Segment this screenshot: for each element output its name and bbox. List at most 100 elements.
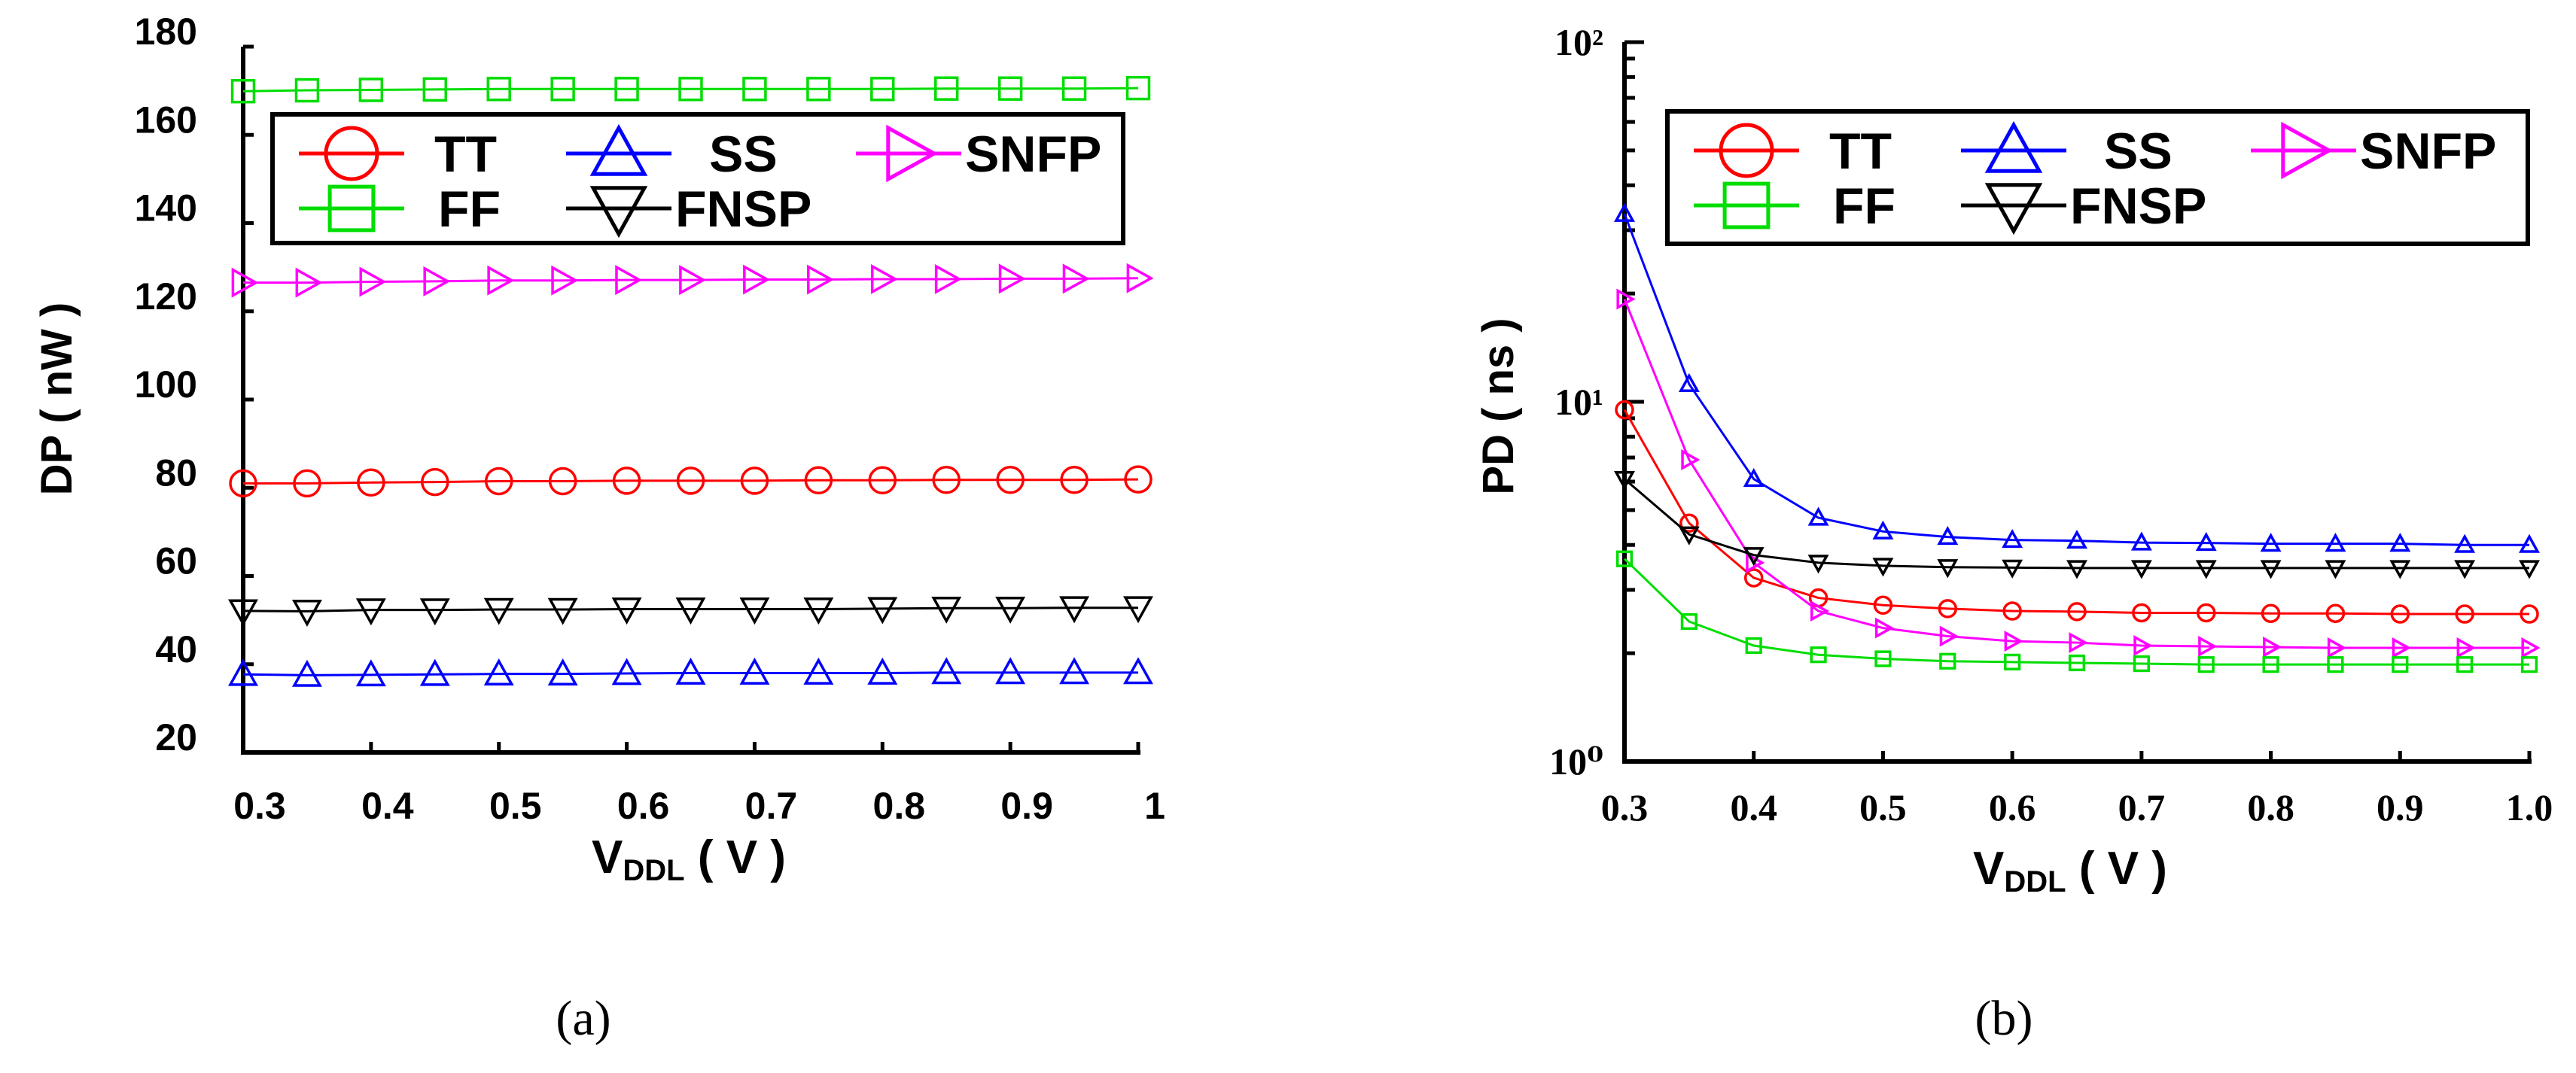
data-point-fnsp [739,597,770,625]
data-point-ff [614,77,639,102]
series-ss [1614,202,2540,553]
data-point-ss [739,657,770,685]
legend-label: SS [709,126,778,183]
data-point-tt [676,467,705,495]
data-point-ss [1678,372,1700,393]
data-point-snfp [679,265,707,296]
data-point-tt [1615,400,1634,420]
series-snfp [1616,288,2541,658]
legend-item-ss: SS [566,123,778,183]
data-point-snfp [423,266,451,296]
data-point-ss [931,657,962,685]
legend-marker [589,186,648,239]
data-point-tt [2390,604,2410,624]
data-point-fnsp [291,600,322,628]
x-tick-label: 0.6 [617,785,670,827]
data-point-tt [484,467,513,496]
data-point-fnsp [2260,560,2282,579]
data-point-snfp [231,267,259,298]
data-point-tt [804,466,833,495]
data-point-fnsp [931,596,962,624]
data-point-tt [2261,603,2281,623]
data-point-ff [742,77,767,102]
data-point-snfp [807,264,834,295]
chart-a: 0.3 0.4 0.5 0.6 0.7 0.8 0.9 1204060801001201401… [32,11,1165,1046]
data-point-tt [2002,601,2022,621]
x-tick-label: 0.3 [1601,786,1649,828]
data-point-fnsp [2130,560,2152,579]
x-tick-label: 0.3 [233,785,286,827]
x-axis-label-main: V [592,831,623,883]
data-point-ff [358,78,384,102]
data-point-ss [2130,531,2152,551]
data-point-snfp [1939,625,1959,647]
x-axis-label-unit: ( V ) [2066,843,2167,895]
series-tt [1615,400,2539,624]
y-tick-label: 160 [135,99,197,141]
data-point-fnsp [2325,560,2346,579]
data-point-snfp [1746,552,1765,573]
data-point-snfp [2133,635,2153,656]
data-point-snfp [1126,263,1154,293]
data-point-ff [806,77,831,102]
data-point-snfp [295,267,323,298]
data-point-ff [2327,656,2344,673]
data-point-ff [2456,656,2474,673]
data-point-snfp [487,265,515,296]
legend-marker [2281,121,2334,180]
x-tick-label: 0.5 [1859,786,1907,828]
y-tick-label: 60 [155,540,197,582]
data-point-tt [2067,602,2087,622]
data-point-fnsp [1123,596,1153,624]
data-point-ff [2520,656,2538,673]
y-tick-label: 40 [155,628,197,670]
data-point-ss [611,658,642,685]
y-tick-label: 100 [135,363,197,406]
data-point-snfp [743,264,771,295]
series-line-tt [1623,409,2529,616]
series-ff [1615,550,2538,673]
data-point-fnsp [995,596,1026,624]
data-point-ss [291,659,322,687]
data-point-ff [870,77,895,102]
data-point-ff [422,77,447,102]
data-point-ss [2002,528,2023,549]
x-tick-label: 1 [1144,785,1165,827]
data-point-ff [1874,650,1892,667]
series-fnsp [228,596,1153,628]
legend-marker [886,124,939,183]
data-point-snfp [2198,635,2218,657]
legend-label: FF [1833,178,1895,235]
series-line-fnsp [242,606,1138,612]
data-point-ss [355,659,386,687]
x-tick-label: 0.9 [2377,786,2424,828]
series-line-tt [243,478,1139,485]
data-point-ff [1939,652,1956,670]
data-point-tt [229,469,257,498]
data-point-tt [996,465,1025,494]
x-tick-label: 0.9 [1000,785,1053,827]
data-point-tt [2455,604,2474,624]
data-point-snfp [2392,637,2411,658]
series-line-ss [242,671,1138,676]
data-point-tt [932,465,961,494]
legend-item-ss: SS [1961,120,2173,180]
data-point-snfp [1062,263,1090,294]
x-tick-label: 0.4 [361,785,414,827]
data-point-ss [803,657,834,685]
x-tick-label: 0.7 [2118,786,2166,828]
y-tick-label: 10² [1554,21,1603,63]
data-point-snfp [359,266,387,297]
data-point-snfp [551,265,579,296]
data-point-ss [2389,533,2411,552]
data-point-ss [995,657,1026,685]
legend-item-snfp: SNFP [2251,121,2496,180]
data-point-ss [419,658,450,686]
data-point-fnsp [2454,560,2476,579]
legend-marker [1984,183,2043,236]
data-point-fnsp [1937,559,1959,579]
panel-caption: (b) [1975,991,2033,1046]
data-point-tt [548,467,577,496]
legend-box [270,112,1125,245]
